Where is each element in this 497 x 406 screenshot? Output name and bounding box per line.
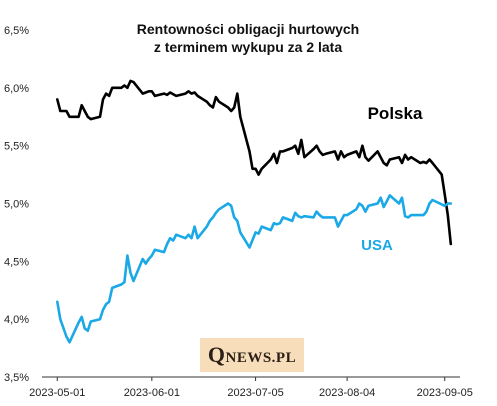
chart-title-line-2: z terminem wykupu za 2 lata bbox=[154, 39, 342, 55]
y-tick-label: 6,5% bbox=[4, 25, 29, 37]
x-tick-label: 2023-08-04 bbox=[319, 387, 375, 399]
y-ticks: 3,5% 4,0% 4,5% 5,0% 5,5% 6,0% 6,5% bbox=[4, 25, 29, 384]
y-tick-label: 5,0% bbox=[4, 199, 29, 211]
x-tick-label: 2023-07-05 bbox=[227, 387, 283, 399]
watermark-logo: QNEWS.PL bbox=[200, 338, 304, 372]
series-lines bbox=[55, 79, 453, 344]
x-tick-label: 2023-09-05 bbox=[417, 387, 473, 399]
watermark-q: Q bbox=[207, 342, 226, 367]
series-label-usa: USA bbox=[361, 237, 393, 254]
y-tick-label: 6,0% bbox=[4, 83, 29, 95]
watermark-text: QNEWS.PL bbox=[208, 342, 296, 368]
y-tick-label: 5,5% bbox=[4, 141, 29, 153]
series-label-polska: Polska bbox=[368, 104, 423, 123]
series-line-usa bbox=[55, 194, 453, 344]
x-tick-label: 2023-06-01 bbox=[124, 387, 180, 399]
watermark-rest: NEWS.PL bbox=[225, 350, 297, 366]
y-tick-label: 4,0% bbox=[4, 314, 29, 326]
x-tick-label: 2023-05-01 bbox=[29, 387, 85, 399]
chart-title-line-1: Rentowności obligacji hurtowych bbox=[137, 21, 359, 37]
y-tick-label: 4,5% bbox=[4, 256, 29, 268]
series-line-polska bbox=[55, 79, 453, 246]
x-ticks: 2023-05-01 2023-06-01 2023-07-05 2023-08-04… bbox=[29, 377, 473, 399]
y-tick-label: 3,5% bbox=[4, 372, 29, 384]
